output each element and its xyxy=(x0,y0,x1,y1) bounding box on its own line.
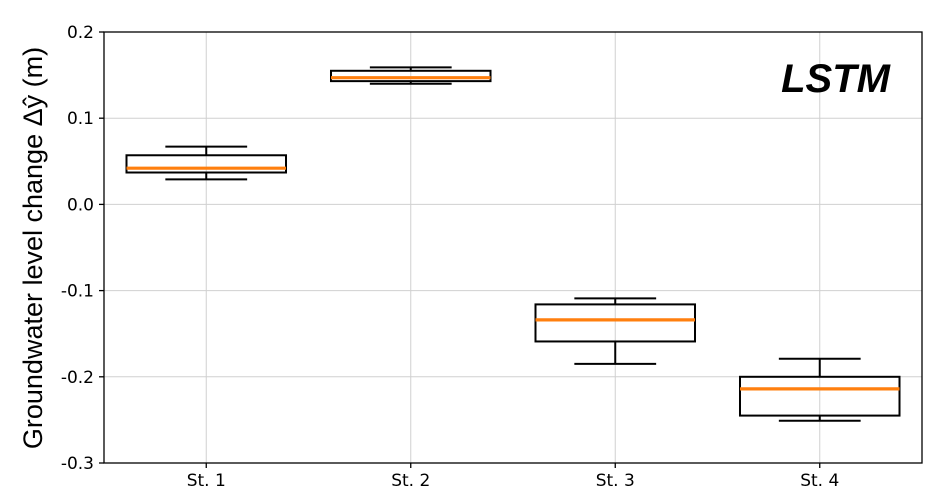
x-tick-label: St. 1 xyxy=(187,471,226,488)
boxes-layer xyxy=(125,66,901,422)
y-axis-label: Groundwater level change Δŷ (m) xyxy=(18,47,48,449)
y-axis-ticks: 0.2 0.1 0.0 -0.1 -0.2 -0.3 xyxy=(61,23,104,474)
iqr-box xyxy=(738,375,901,417)
model-annotation: LSTM xyxy=(781,57,892,101)
box-1 xyxy=(125,145,288,181)
iqr-box xyxy=(534,303,697,343)
y-tick-label: 0.1 xyxy=(67,109,94,129)
y-tick-label: -0.2 xyxy=(61,368,94,388)
iqr-box xyxy=(329,69,492,83)
x-tick-label: St. 4 xyxy=(800,471,839,488)
box-4 xyxy=(738,357,901,422)
x-axis-ticks: St. 1 St. 2 St. 3 St. 4 xyxy=(187,463,839,488)
box-3 xyxy=(534,297,697,365)
y-tick-label: -0.3 xyxy=(61,454,94,474)
y-tick-label: 0.0 xyxy=(67,195,94,215)
y-tick-label: 0.2 xyxy=(67,23,94,43)
box-2 xyxy=(329,66,492,85)
y-tick-label: -0.1 xyxy=(61,282,94,302)
x-tick-label: St. 2 xyxy=(391,471,430,488)
plot-area-frame xyxy=(103,31,923,464)
iqr-box xyxy=(125,154,288,174)
x-tick-label: St. 3 xyxy=(596,471,635,488)
